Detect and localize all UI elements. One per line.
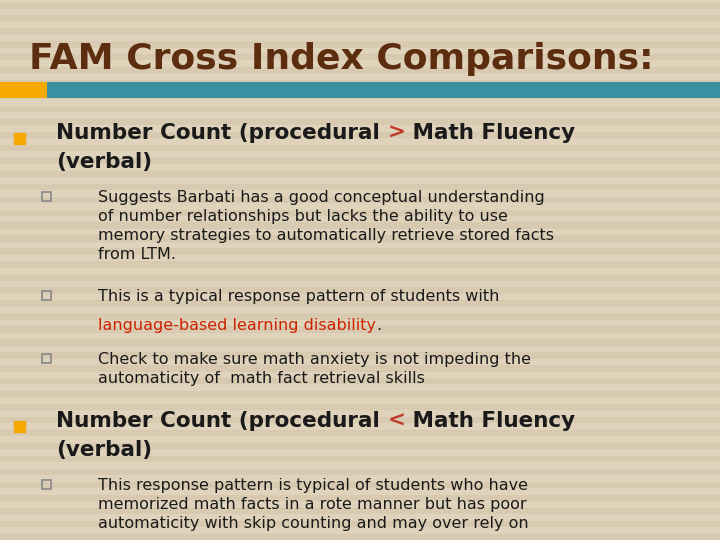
Bar [42,291,51,300]
Text: language-based learning disability: language-based learning disability [98,318,376,333]
Text: Math Fluency: Math Fluency [405,123,575,143]
Text: Suggests Barbati has a good conceptual understanding
of number relationships but: Suggests Barbati has a good conceptual u… [98,190,554,262]
Text: Number Count (procedural: Number Count (procedural [56,411,387,431]
Text: This response pattern is typical of students who have
memorized math facts in a : This response pattern is typical of stud… [98,478,528,531]
Bar [14,133,25,144]
Bar [42,354,51,362]
Text: (verbal): (verbal) [56,440,152,460]
Text: .: . [376,318,381,333]
Text: (verbal): (verbal) [56,152,152,172]
Text: <: < [387,411,405,431]
Text: Number Count (procedural: Number Count (procedural [56,123,387,143]
Bar [42,480,51,489]
Text: This is a typical response pattern of students with: This is a typical response pattern of st… [98,289,500,304]
Text: FAM Cross Index Comparisons:: FAM Cross Index Comparisons: [29,43,653,76]
Bar [42,192,51,201]
Text: Math Fluency: Math Fluency [405,411,575,431]
Text: Check to make sure math anxiety is not impeding the
automaticity of  math fact r: Check to make sure math anxiety is not i… [98,352,531,386]
Text: >: > [387,123,405,143]
Bar [14,421,25,432]
